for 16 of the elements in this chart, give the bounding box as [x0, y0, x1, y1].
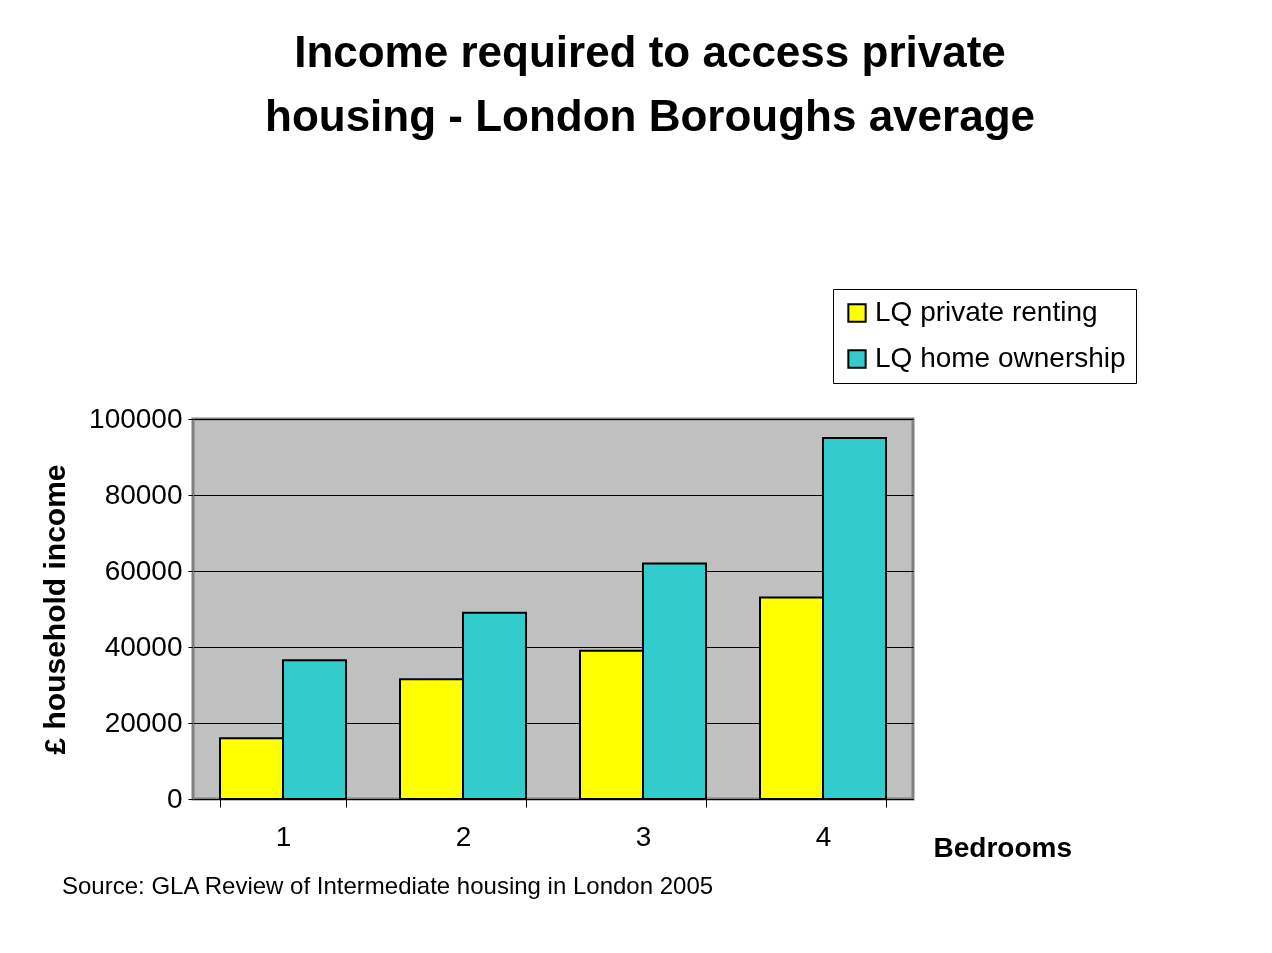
x-axis-title: Bedrooms — [933, 831, 1072, 863]
source-note: Source: GLA Review of Intermediate housing in London 2005 — [62, 872, 715, 900]
y-axis-title: £ household income — [38, 464, 72, 755]
x-tick-label: 3 — [635, 820, 652, 852]
y-tick-label: 40000 — [104, 630, 183, 662]
chart-title: Income required to access private housing - London Boroughs average — [264, 26, 1036, 142]
y-tick-label: 0 — [166, 782, 183, 814]
y-tick-label: 100000 — [89, 402, 183, 434]
y-tick-label: 60000 — [104, 554, 183, 586]
legend-label: LQ private renting — [875, 296, 1098, 327]
x-tick-label: 1 — [275, 820, 292, 852]
y-tick-label: 80000 — [104, 478, 183, 510]
y-tick-label: 20000 — [104, 706, 183, 738]
x-tick-label: 2 — [455, 820, 472, 852]
legend-label: LQ home ownership — [875, 342, 1126, 373]
x-tick-label: 4 — [815, 820, 832, 852]
